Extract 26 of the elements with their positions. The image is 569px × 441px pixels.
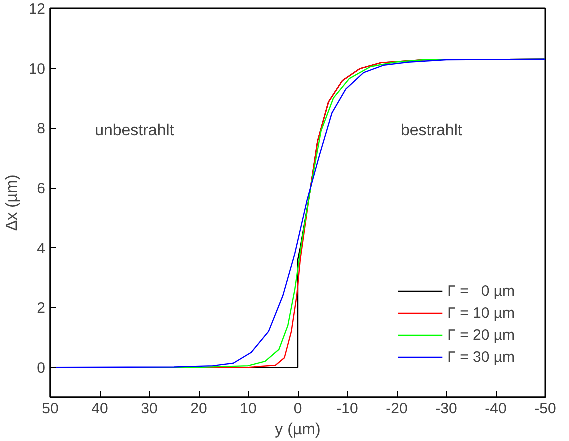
y-tick-label: 4 [37,240,46,258]
x-tick-label: 20 [190,400,208,418]
x-tick-label: 0 [294,400,302,418]
x-tick-label: -30 [436,400,458,418]
legend-label: Γ = 20 µm [448,326,515,344]
legend-label: Γ = 10 µm [448,304,515,322]
y-axis-title: Δx (µm) [4,174,21,232]
x-tick-label: 40 [92,400,108,418]
y-tick-label: 6 [37,180,46,198]
annotation: unbestrahlt [95,122,175,140]
x-tick-label: 10 [240,400,257,418]
y-tick-label: 8 [37,120,46,138]
x-tick-label: 30 [141,400,158,418]
annotation: bestrahlt [400,122,463,140]
x-tick-label: -50 [534,400,556,418]
x-tick-label: 50 [42,400,59,418]
y-tick-label: 10 [28,60,46,78]
legend-label: Γ = 0 µm [448,282,515,300]
y-tick-label: 2 [37,300,46,318]
x-tick-label: -10 [336,400,358,418]
legend-label: Γ = 30 µm [448,348,515,366]
x-axis-title: y (µm) [275,422,321,438]
y-tick-label: 12 [28,1,46,18]
x-tick-label: -40 [485,400,507,418]
y-tick-label: 0 [37,360,46,378]
x-tick-label: -20 [386,400,408,418]
